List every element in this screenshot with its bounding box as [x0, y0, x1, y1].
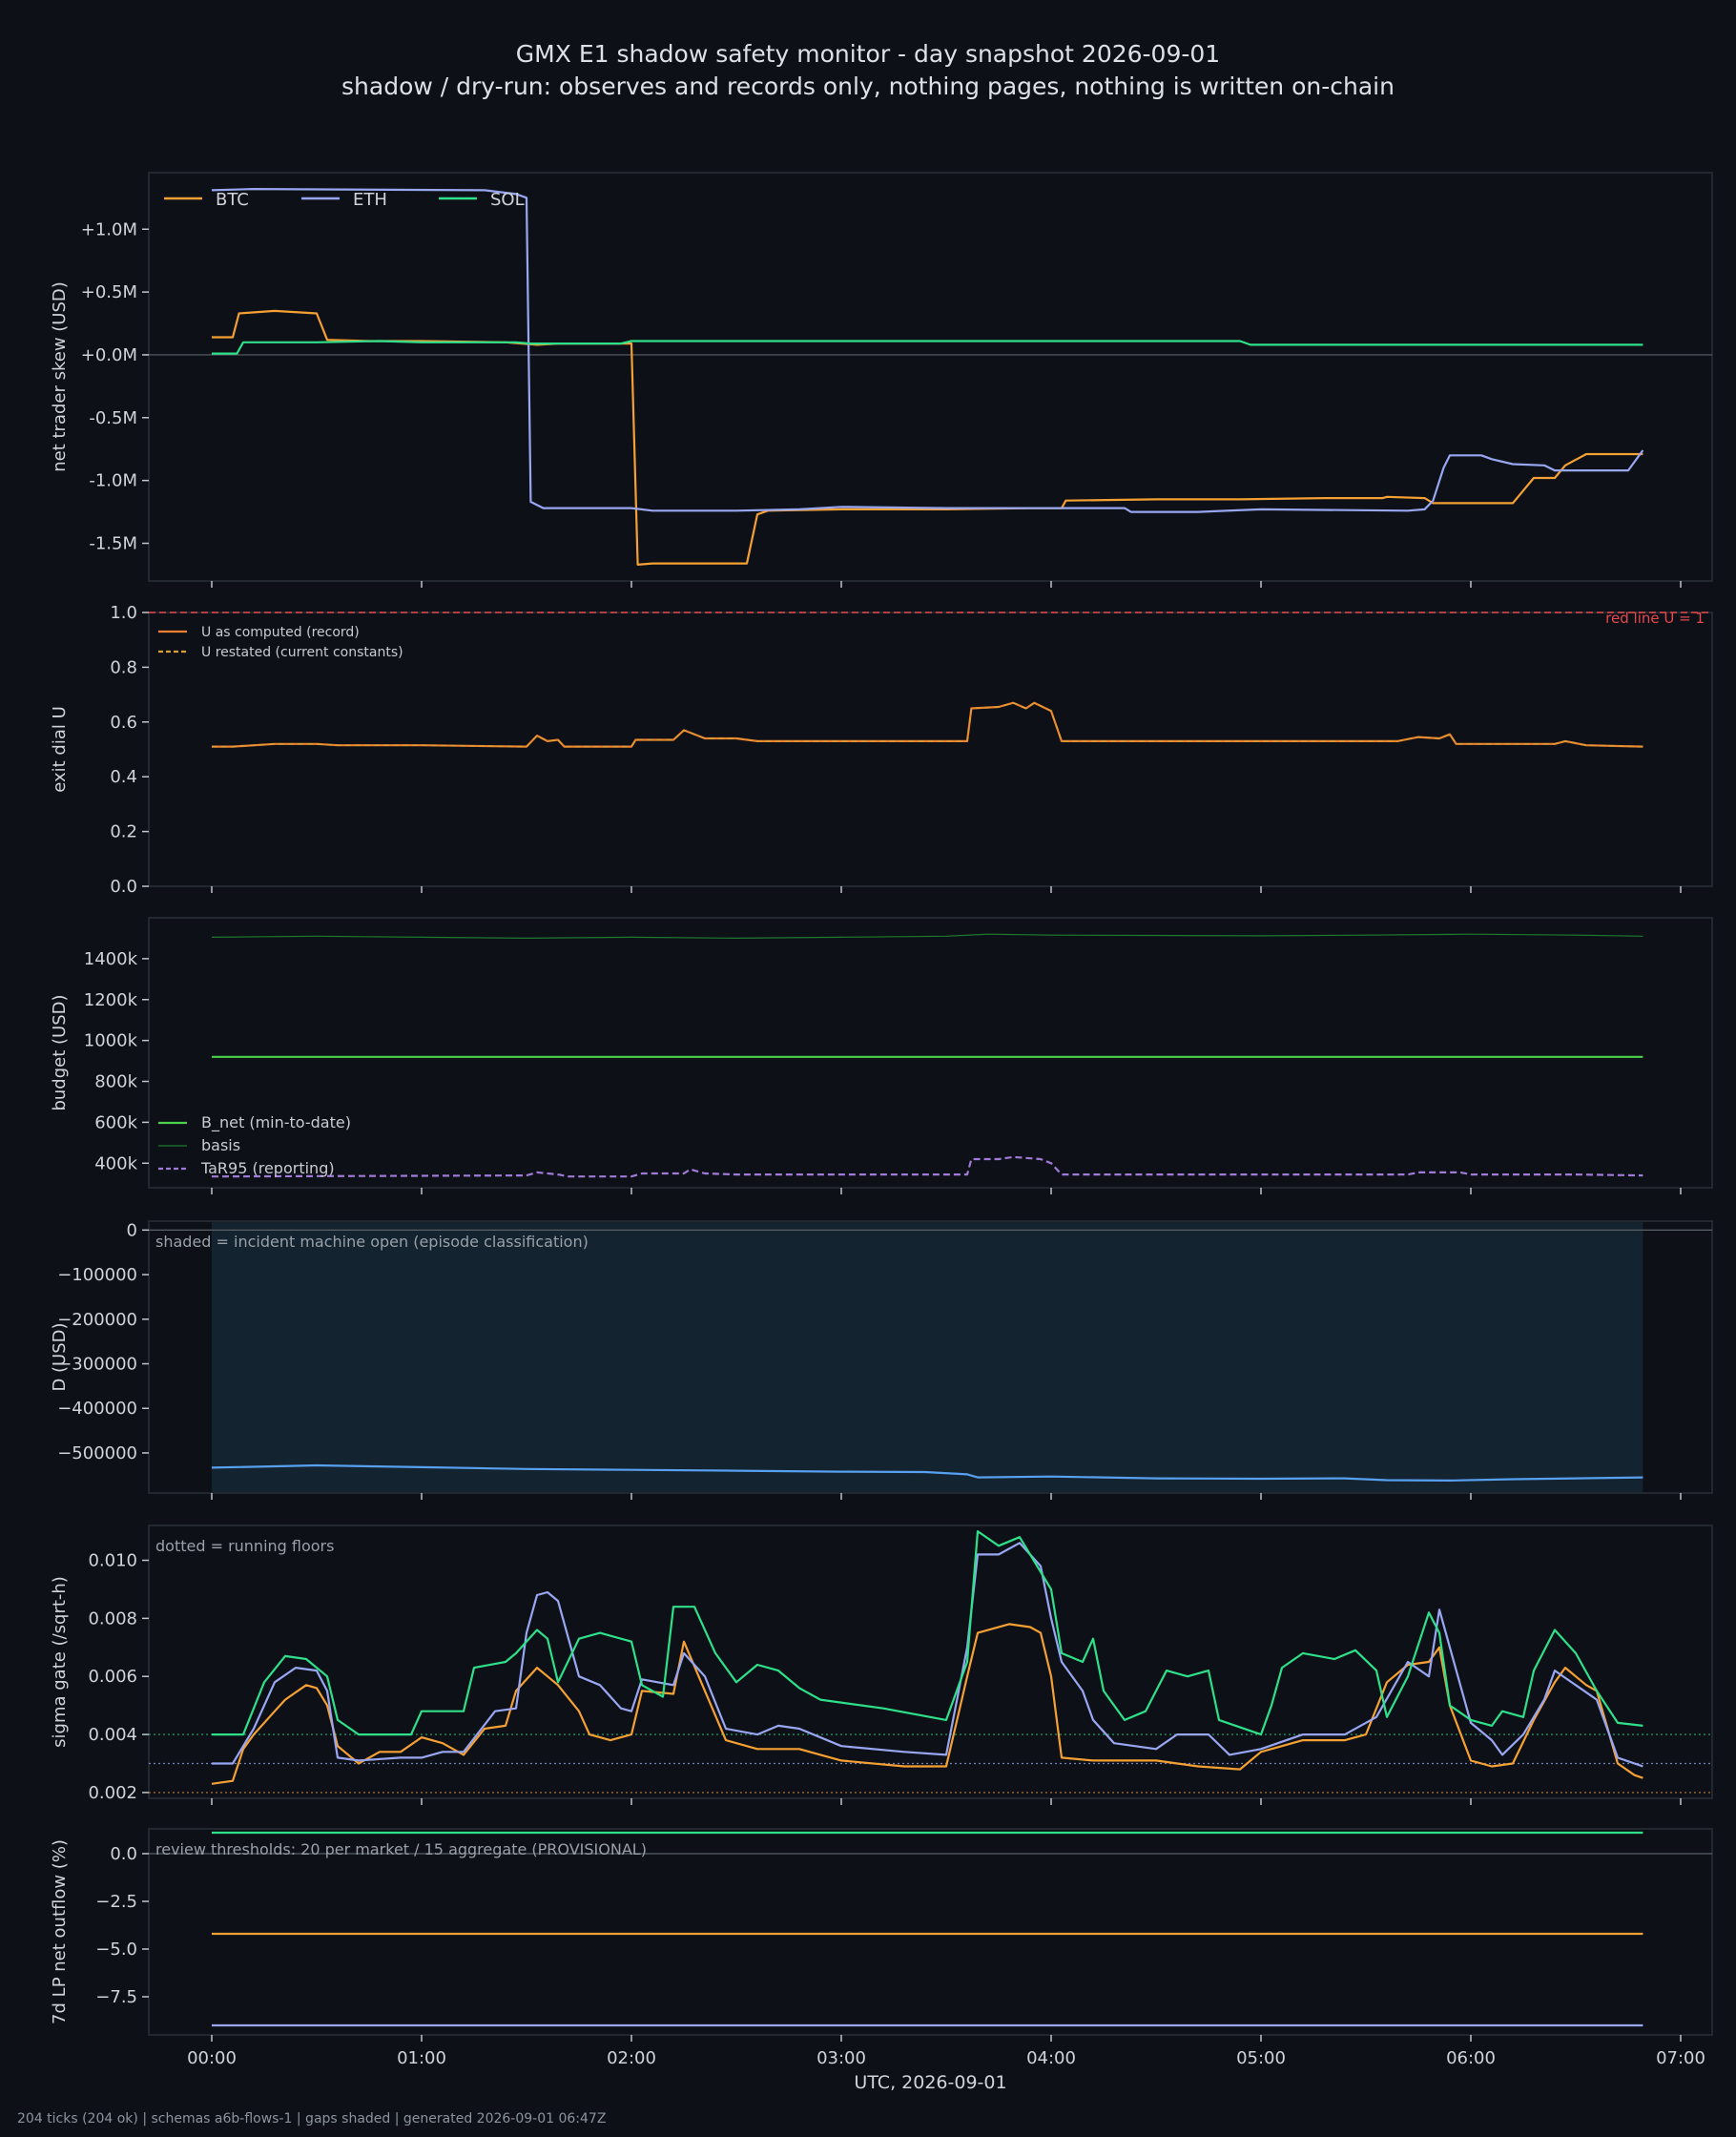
panel-6: 0.0 −2.5 −5.0 −7.5 7d LP net outflow (%) revi…	[50, 1828, 1713, 2093]
panel-annotation: dotted = running floors	[155, 1537, 334, 1555]
series-line-btc	[212, 309, 1643, 566]
x-tick-label: 03:00	[816, 2048, 866, 2068]
series-line-eth	[212, 1542, 1643, 1768]
y-tick-label: 0.004	[88, 1725, 137, 1745]
y-axis-label: sigma gate (/sqrt-h)	[50, 1576, 70, 1748]
x-axis-label: UTC, 2026-09-01	[854, 2072, 1006, 2093]
panel-5: 0.002 0.004 0.006 0.008 0.010 sigma gate (/sq…	[50, 1525, 1713, 1805]
series-line-u-restated-current-constants	[212, 702, 1643, 748]
panel-frame	[148, 917, 1713, 1189]
series-line-sol	[212, 1530, 1643, 1736]
incident-shaded-span	[212, 1222, 1643, 1492]
y-tick-label: +1.0M	[81, 219, 137, 239]
y-tick-label: +0.0M	[81, 345, 137, 365]
panel-frame	[148, 1828, 1713, 2036]
y-tick-label: 1.0	[110, 603, 137, 623]
y-tick-label: 1200k	[84, 990, 138, 1010]
y-tick-label: 0.0	[110, 877, 137, 897]
series-line-eth	[211, 188, 1644, 513]
y-tick-label: 0.008	[88, 1608, 137, 1629]
panel-annotation: review thresholds: 20 per market / 15 ag…	[155, 1840, 647, 1858]
red-line-label: red line U = 1	[1605, 610, 1705, 627]
series-line-d	[211, 1463, 1643, 1482]
legend-label: U restated (current constants)	[201, 645, 403, 660]
x-tick-label: 04:00	[1026, 2048, 1076, 2068]
y-tick-label: 600k	[94, 1112, 137, 1132]
legend-label: ETH	[353, 190, 387, 210]
panel-1: +1.0M +0.5M +0.0M -0.5M -1.0M -1.5M net trader…	[50, 172, 1713, 588]
x-tick-label: 01:00	[397, 2048, 446, 2068]
y-tick-label: −5.0	[95, 1940, 137, 1960]
x-tick-label: 07:00	[1656, 2048, 1705, 2068]
y-tick-label: -1.0M	[89, 471, 137, 491]
y-axis-label: net trader skew (USD)	[50, 281, 70, 472]
x-tick-label: 06:00	[1446, 2048, 1496, 2068]
y-axis-label: 7d LP net outflow (%)	[50, 1839, 70, 2024]
y-tick-label: −300000	[57, 1355, 137, 1375]
y-tick-label: 0.002	[88, 1783, 137, 1803]
chart-title-block: GMX E1 shadow safety monitor - day snaps…	[0, 38, 1736, 103]
x-tick-label: 02:00	[607, 2048, 656, 2068]
panel-frame	[148, 172, 1713, 582]
legend-label: BTC	[216, 190, 249, 210]
y-axis-label: D (USD)	[50, 1322, 70, 1391]
chart-title: GMX E1 shadow safety monitor - day snaps…	[515, 40, 1221, 68]
y-tick-label: 0	[127, 1220, 137, 1240]
chart-subtitle: shadow / dry-run: observes and records o…	[341, 73, 1395, 100]
y-axis-label: budget (USD)	[50, 994, 70, 1110]
y-axis-label: exit dial U	[50, 706, 70, 793]
y-tick-label: 0.8	[110, 657, 137, 677]
y-tick-label: 0.6	[110, 713, 137, 733]
legend-label: SOL	[490, 190, 525, 210]
series-line-btc	[211, 1623, 1643, 1785]
y-tick-label: -1.5M	[89, 533, 137, 553]
y-tick-label: 0.0	[110, 1844, 137, 1864]
panel-frame	[148, 1220, 1713, 1494]
panel-4: 0 −100000 −200000 −300000 −400000 −500000 D (U…	[50, 1220, 1713, 1500]
x-tick-label: 05:00	[1236, 2048, 1286, 2068]
y-tick-label: 800k	[94, 1072, 137, 1092]
panel-2: 0.0 0.2 0.4 0.6 0.8 1.0 exit dial U red line U …	[50, 603, 1713, 897]
y-tick-label: −2.5	[95, 1892, 137, 1912]
y-tick-label: −500000	[57, 1443, 137, 1463]
y-tick-label: −400000	[57, 1399, 137, 1419]
y-tick-label: 0.2	[110, 822, 137, 842]
series-line-sol	[212, 340, 1643, 355]
y-tick-label: 0.4	[110, 767, 137, 787]
footer-status: 204 ticks (204 ok) | schemas a6b-flows-1…	[17, 2111, 607, 2127]
y-tick-label: 400k	[94, 1153, 137, 1173]
legend-label: TaR95 (reporting)	[200, 1159, 335, 1177]
y-tick-label: −7.5	[95, 1987, 137, 2007]
y-tick-label: 1400k	[84, 949, 138, 969]
y-tick-label: -0.5M	[89, 408, 137, 428]
series-line-basis	[211, 933, 1643, 939]
legend-label: B_net (min-to-date)	[201, 1113, 351, 1132]
y-tick-label: 0.010	[88, 1551, 137, 1571]
x-tick-label: 00:00	[187, 2048, 237, 2068]
series-line-tar95-reporting	[211, 1155, 1643, 1178]
series-line-u-as-computed-record	[212, 701, 1643, 748]
y-tick-label: 1000k	[84, 1031, 138, 1051]
panel-3: 400k 600k 800k 1000k 1200k 1400k budget (USD) B…	[50, 917, 1713, 1194]
panel-annotation: shaded = incident machine open (episode …	[155, 1233, 589, 1251]
legend-label: basis	[201, 1136, 240, 1154]
legend-label: U as computed (record)	[201, 625, 360, 640]
y-tick-label: −200000	[57, 1310, 137, 1330]
panel-frame	[148, 1525, 1713, 1799]
y-tick-label: +0.5M	[81, 282, 137, 302]
y-tick-label: −100000	[57, 1265, 137, 1285]
y-tick-label: 0.006	[88, 1667, 137, 1687]
